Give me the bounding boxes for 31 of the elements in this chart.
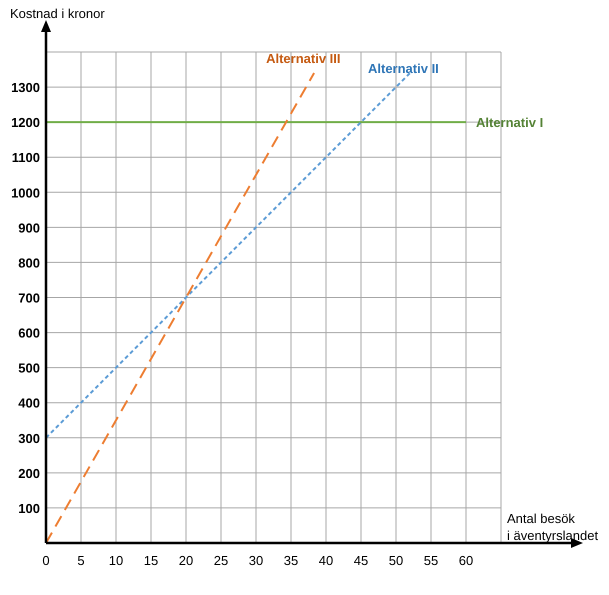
x-axis-title: Antal besök i äventyrslandet bbox=[507, 511, 598, 543]
y-tick-label: 300 bbox=[18, 430, 40, 446]
x-tick-label: 40 bbox=[318, 553, 334, 568]
y-tick-label: 700 bbox=[18, 290, 40, 306]
y-tick-label: 1300 bbox=[11, 80, 40, 96]
x-tick-label: 50 bbox=[388, 553, 404, 568]
x-tick-label: 60 bbox=[458, 553, 474, 568]
y-tick-label: 1200 bbox=[11, 115, 40, 130]
x-tick-label: 25 bbox=[214, 553, 228, 568]
x-tick-label: 10 bbox=[108, 553, 124, 568]
y-axis-title: Kostnad i kronor bbox=[10, 6, 106, 21]
y-tick-label: 900 bbox=[18, 220, 40, 236]
series-label: Alternativ II bbox=[368, 61, 439, 76]
x-tick-label: 20 bbox=[178, 553, 194, 568]
x-tick-label: 55 bbox=[424, 553, 438, 568]
y-tick-label: 1100 bbox=[12, 150, 40, 166]
x-tick-label: 30 bbox=[248, 553, 264, 568]
y-tick-label: 500 bbox=[18, 360, 40, 376]
y-tick-label: 600 bbox=[18, 326, 40, 341]
x-tick-label: 5 bbox=[77, 553, 85, 568]
x-tick-label: 0 bbox=[42, 553, 50, 568]
x-tick-label: 45 bbox=[354, 553, 368, 568]
series-label: Alternativ I bbox=[476, 115, 544, 130]
x-tick-label: 15 bbox=[144, 553, 158, 568]
y-tick-label: 100 bbox=[18, 500, 40, 516]
y-tick-label: 800 bbox=[18, 255, 40, 270]
y-tick-label: 400 bbox=[18, 396, 40, 411]
series-label: Alternativ III bbox=[266, 51, 341, 66]
x-tick-label: 35 bbox=[284, 553, 298, 568]
y-tick-label: 200 bbox=[18, 466, 40, 481]
y-tick-label: 1000 bbox=[11, 185, 40, 200]
